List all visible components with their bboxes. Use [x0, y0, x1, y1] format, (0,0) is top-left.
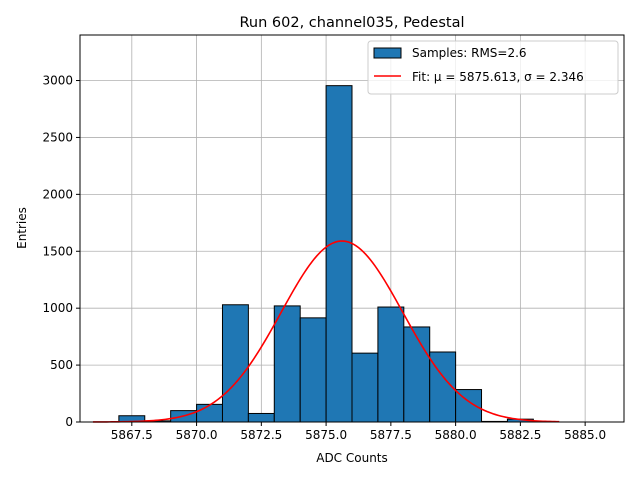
x-tick-label: 5872.5 — [240, 428, 282, 442]
y-tick-label: 1500 — [42, 244, 73, 258]
histogram-bar — [221, 304, 249, 423]
y-axis-ticks: 0 500 1000 1500 2000 2500 3000 — [42, 74, 80, 429]
legend-samples-label: Samples: RMS=2.6 — [412, 46, 527, 60]
histogram-bar — [273, 305, 301, 423]
y-tick-label: 3000 — [42, 74, 73, 88]
legend-box — [367, 40, 619, 95]
histogram-bar — [299, 317, 327, 423]
plot-frame — [79, 34, 625, 423]
x-tick-label: 5877.5 — [370, 428, 412, 442]
x-tick-label: 5870.0 — [176, 428, 218, 442]
legend-fit-label: Fit: μ = 5875.613, σ = 2.346 — [412, 70, 584, 84]
histogram-bar — [377, 306, 405, 423]
chart-title: Run 602, channel035, Pedestal — [239, 15, 464, 31]
x-tick-label: 5880.0 — [435, 428, 477, 442]
histogram-bar — [351, 352, 379, 423]
x-axis-label: ADC Counts — [316, 451, 388, 465]
x-tick-label: 5885.0 — [564, 428, 606, 442]
histogram-bar — [247, 412, 275, 423]
y-tick-label: 500 — [50, 358, 73, 372]
histogram-bar — [403, 326, 431, 423]
x-tick-label: 5875.0 — [305, 428, 347, 442]
histogram-bar — [196, 403, 223, 423]
y-tick-label: 2500 — [42, 130, 73, 144]
legend-samples-patch — [373, 47, 402, 59]
fit-curve — [92, 240, 560, 423]
x-tick-label: 5882.5 — [499, 428, 541, 442]
x-tick-label: 5867.5 — [111, 428, 153, 442]
x-axis-ticks: 5867.5 5870.0 5872.5 5875.0 5877.5 5880.0 5882… — [111, 422, 606, 442]
y-tick-label: 2000 — [42, 187, 73, 201]
y-tick-label: 1000 — [42, 301, 73, 315]
y-tick-label: 0 — [65, 415, 73, 429]
legend: Samples: RMS=2.6 Fit: μ = 5875.613, σ = … — [367, 40, 619, 95]
histogram-bar — [325, 85, 353, 423]
y-axis-label: Entries — [15, 207, 29, 249]
